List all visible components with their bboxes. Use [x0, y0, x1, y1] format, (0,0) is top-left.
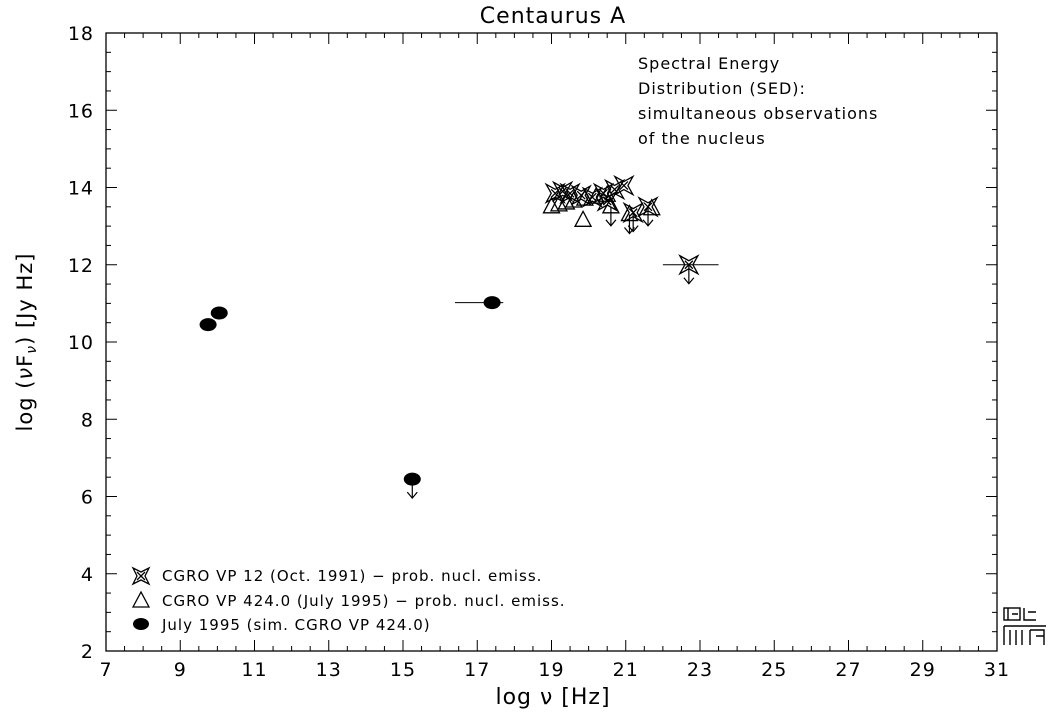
legend-star-icon	[131, 566, 151, 586]
triangle-point	[642, 198, 661, 216]
x-tick-label: 23	[687, 659, 713, 681]
legend-triangle-icon	[131, 590, 151, 608]
triangle-point	[575, 188, 594, 206]
y-tick-label: 10	[68, 332, 94, 354]
y-label-nu: ν	[13, 367, 37, 380]
annotation-line: Spectral Energy	[638, 54, 780, 73]
triangle-point	[586, 186, 606, 204]
y-tick-label: 12	[68, 255, 94, 277]
chart-title: Centaurus A	[480, 4, 626, 29]
y-tick-label: 4	[81, 564, 94, 586]
x-tick-label: 11	[241, 659, 267, 681]
upper-limit-arrowhead	[605, 219, 617, 227]
circle-point	[210, 306, 228, 320]
circle-point	[199, 318, 217, 332]
annotation: Spectral Energy Distribution (SED): simu…	[638, 54, 878, 148]
circle-point	[403, 472, 421, 486]
y-tick-label: 16	[68, 100, 94, 122]
x-tick-label: 31	[984, 659, 1010, 681]
triangle-point	[542, 196, 561, 214]
y-tick-label: 6	[81, 487, 94, 509]
x-tick-label: 29	[910, 659, 936, 681]
y-axis-label: log (νFν) [Jy Hz]	[13, 253, 40, 432]
star-point	[603, 178, 626, 201]
y-tick-label: 14	[68, 178, 94, 200]
legend: CGRO VP 12 (Oct. 1991) − prob. nucl. emi…	[131, 566, 566, 634]
x-tick-label: 15	[390, 659, 416, 681]
x-tick-label: 21	[613, 659, 639, 681]
plot-axes: 7 9 11 13 15 17 19 21 23 25 27 29 31 2 4 6 8 10 12 14 16 18	[68, 23, 1010, 681]
triangle-point	[549, 194, 569, 212]
x-axis-label: log ν [Hz]	[495, 685, 610, 710]
circle-point	[483, 296, 501, 310]
y-label-pre: log (	[13, 380, 37, 432]
annotation-line: of the nucleus	[638, 129, 766, 148]
upper-limit-arrowhead	[683, 277, 695, 285]
y-label-post: ) [Jy Hz]	[13, 253, 37, 345]
x-tick-label: 27	[835, 659, 861, 681]
x-tick-label: 17	[464, 659, 490, 681]
star-point	[678, 254, 700, 276]
y-tick-label: 2	[81, 641, 94, 663]
legend-label: CGRO VP 12 (Oct. 1991) − prob. nucl. emi…	[162, 567, 542, 585]
upper-limit-arrowhead	[406, 491, 418, 500]
annotation-line: simultaneous observations	[638, 104, 878, 123]
y-tick-label: 18	[68, 23, 94, 45]
x-tick-label: 9	[174, 659, 187, 681]
x-tick-label: 13	[316, 659, 342, 681]
y-label-f: F	[13, 354, 37, 367]
x-tick-label: 7	[99, 659, 112, 681]
annotation-line: Distribution (SED):	[638, 79, 806, 98]
legend-label: CGRO VP 424.0 (July 1995) − prob. nucl. …	[162, 592, 566, 610]
upper-limit-arrowhead	[624, 227, 635, 235]
x-tick-label: 19	[538, 659, 564, 681]
triangle-point	[601, 196, 620, 214]
triangle-point	[557, 192, 576, 210]
x-tick-label: 25	[761, 659, 787, 681]
legend-circle-icon	[133, 618, 149, 630]
triangle-point	[573, 209, 593, 227]
triangle-point	[598, 184, 617, 202]
y-label-sub: ν	[24, 345, 40, 354]
triangle-point	[564, 190, 583, 208]
data-marks	[199, 174, 719, 500]
upper-limit-arrowhead	[642, 219, 654, 227]
y-tick-label: 8	[81, 409, 94, 431]
logo-icon	[1003, 607, 1046, 645]
legend-label: July 1995 (sim. CGRO VP 424.0)	[161, 616, 431, 634]
star-point	[613, 174, 635, 197]
plot-frame	[105, 32, 998, 652]
triangle-point	[620, 204, 639, 222]
